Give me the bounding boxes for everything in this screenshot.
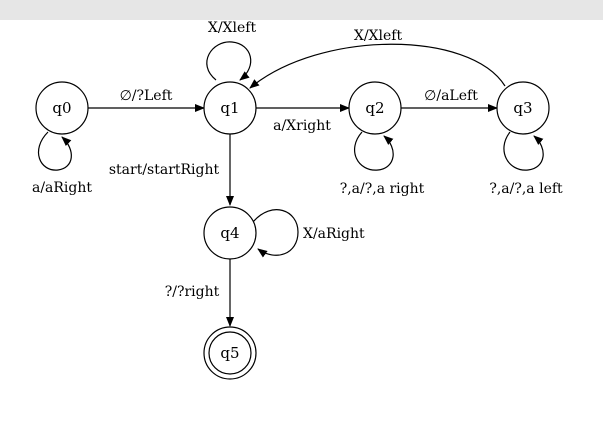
label-q1-q2: a/Xright	[273, 118, 331, 134]
state-q0	[35, 81, 89, 135]
loop-q4	[252, 209, 299, 258]
label-q3-self: ?,a/?,a left	[489, 181, 563, 197]
top-bar	[0, 0, 603, 20]
label-q2-q3: ∅/aLeft	[424, 88, 478, 104]
state-label-q2: q2	[365, 99, 384, 117]
label-q0-q1: ∅/?Left	[120, 88, 173, 104]
label-q2-self: ?,a/?,a right	[340, 181, 425, 197]
label-q1-q4: start/startRight	[109, 162, 220, 178]
state-label-q5: q5	[220, 344, 239, 362]
state-q4	[203, 206, 257, 260]
state-label-q4: q4	[220, 224, 239, 242]
label-q0-self: a/aRight	[32, 180, 92, 196]
label-q4-q5: ?/?right	[165, 284, 220, 300]
label-q1-self: X/Xleft	[208, 20, 257, 36]
state-label-q3: q3	[513, 99, 532, 117]
state-label-q0: q0	[52, 99, 71, 117]
loop-q0	[37, 131, 72, 171]
edge-q3-q1	[249, 43, 506, 89]
state-label-q1: q1	[220, 99, 239, 117]
loop-q2	[353, 131, 394, 171]
label-q3-q1: X/Xleft	[354, 28, 403, 44]
label-q4-self: X/aRight	[303, 226, 365, 242]
state-q3	[496, 81, 550, 135]
state-q2	[348, 81, 402, 135]
loop-q3	[503, 131, 544, 171]
state-q5-inner	[208, 331, 252, 375]
loop-q1	[206, 41, 252, 81]
state-q1	[203, 81, 257, 135]
